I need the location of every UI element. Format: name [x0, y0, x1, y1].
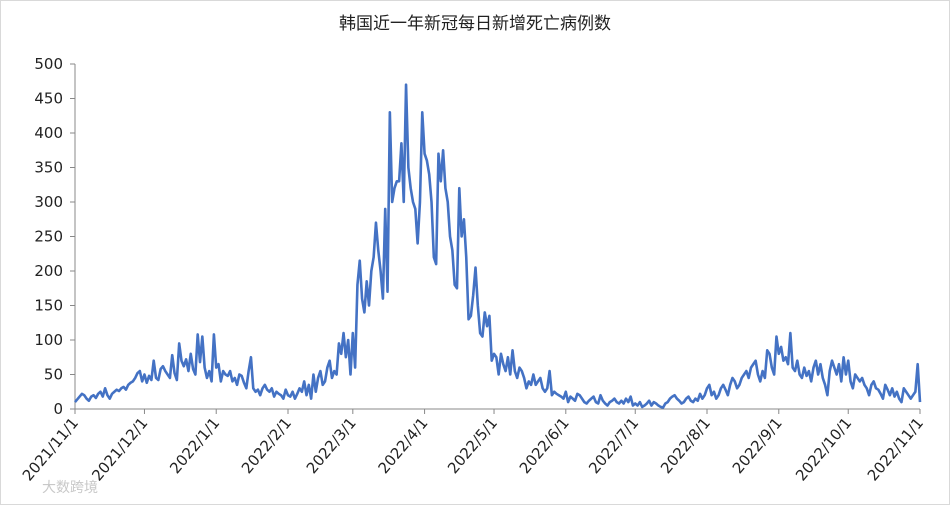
y-tick-label: 500 — [34, 55, 63, 73]
y-tick-label: 50 — [44, 366, 63, 384]
y-tick-label: 350 — [34, 159, 63, 177]
y-tick-label: 200 — [34, 262, 63, 280]
y-tick-label: 400 — [34, 124, 63, 142]
y-tick-label: 150 — [34, 297, 63, 315]
y-tick-label: 100 — [34, 331, 63, 349]
y-tick-label: 250 — [34, 228, 63, 246]
chart-title: 韩国近一年新冠每日新增死亡病例数 — [339, 14, 611, 34]
watermark: 大数跨境 — [42, 480, 98, 496]
y-tick-label: 0 — [53, 400, 63, 418]
data-line — [74, 83, 922, 409]
y-tick-label: 300 — [34, 193, 63, 211]
y-tick-label: 450 — [34, 90, 63, 108]
